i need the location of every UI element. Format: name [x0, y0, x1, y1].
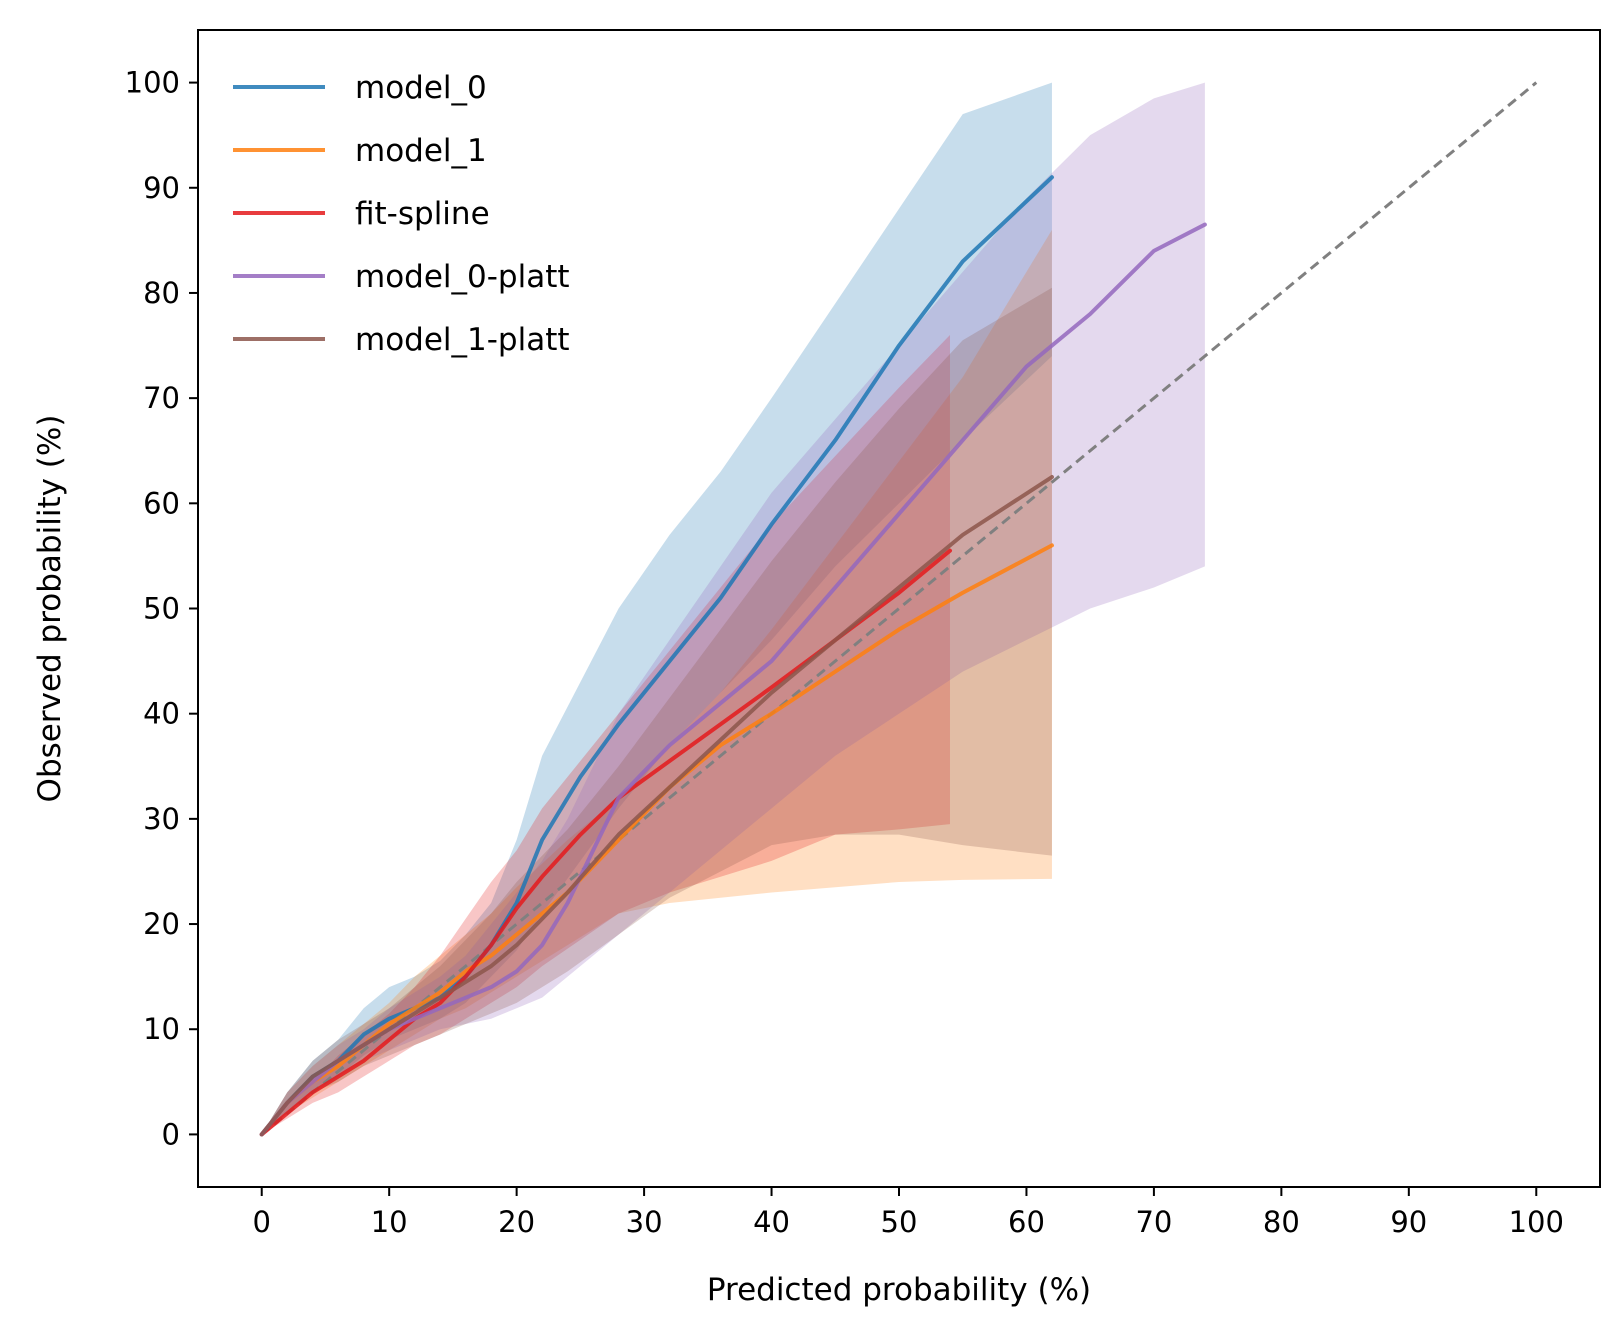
y-tick-label: 100 [125, 66, 180, 100]
y-axis-label: Observed probability (%) [32, 415, 68, 803]
x-axis-label: Predicted probability (%) [707, 1272, 1091, 1308]
x-tick-label: 90 [1390, 1205, 1427, 1239]
legend-label-model_1: model_1 [355, 133, 487, 169]
band-model_0 [261, 82, 1052, 1135]
confidence-bands [261, 82, 1205, 1135]
x-tick-label: 80 [1263, 1205, 1300, 1239]
line-model_1-platt [259, 475, 1054, 1137]
y-tick-label: 50 [143, 592, 180, 626]
y-tick-label: 90 [143, 171, 180, 205]
y-tick-label: 80 [143, 276, 180, 310]
legend-label-fit-spline: fit-spline [355, 196, 490, 232]
band-model_0-platt [261, 82, 1205, 1135]
legend-label-model_0: model_0 [355, 70, 487, 106]
y-tick-label: 60 [143, 486, 180, 520]
y-tick-label: 0 [162, 1117, 180, 1151]
x-tick-label: 60 [1008, 1205, 1045, 1239]
x-tick-label: 0 [253, 1205, 271, 1239]
band-fit-spline [261, 335, 950, 1135]
y-tick-label: 30 [143, 802, 180, 836]
band-model_1 [261, 229, 1052, 1135]
x-tick-label: 70 [1135, 1205, 1172, 1239]
series-lines [259, 175, 1207, 1137]
y-tick-label: 10 [143, 1012, 180, 1046]
legend-label-model_0-platt: model_0-platt [355, 259, 570, 295]
y-tick-label: 70 [143, 381, 180, 415]
line-fit-spline [259, 548, 952, 1137]
y-axis-ticks: 0 10 20 30 40 50 60 70 80 90 100 [125, 66, 198, 1151]
x-axis-ticks: 0 10 20 30 40 50 60 70 80 90 100 [253, 1187, 1564, 1239]
legend-label-model_1-platt: model_1-platt [355, 322, 570, 358]
x-tick-label: 50 [881, 1205, 918, 1239]
y-tick-label: 20 [143, 907, 180, 941]
x-tick-label: 10 [371, 1205, 408, 1239]
reference-diagonal [260, 81, 1538, 1136]
x-tick-label: 40 [753, 1205, 790, 1239]
y-tick-label: 40 [143, 697, 180, 731]
reference-line [260, 81, 1538, 1136]
x-tick-label: 100 [1509, 1205, 1564, 1239]
legend: model_0 model_1 fit-spline model_0-plattmod… [233, 70, 570, 358]
line-model_0 [259, 175, 1054, 1137]
x-tick-label: 20 [498, 1205, 535, 1239]
line-model_1 [259, 543, 1054, 1137]
x-tick-label: 30 [626, 1205, 663, 1239]
band-model_1-platt [261, 287, 1052, 1135]
